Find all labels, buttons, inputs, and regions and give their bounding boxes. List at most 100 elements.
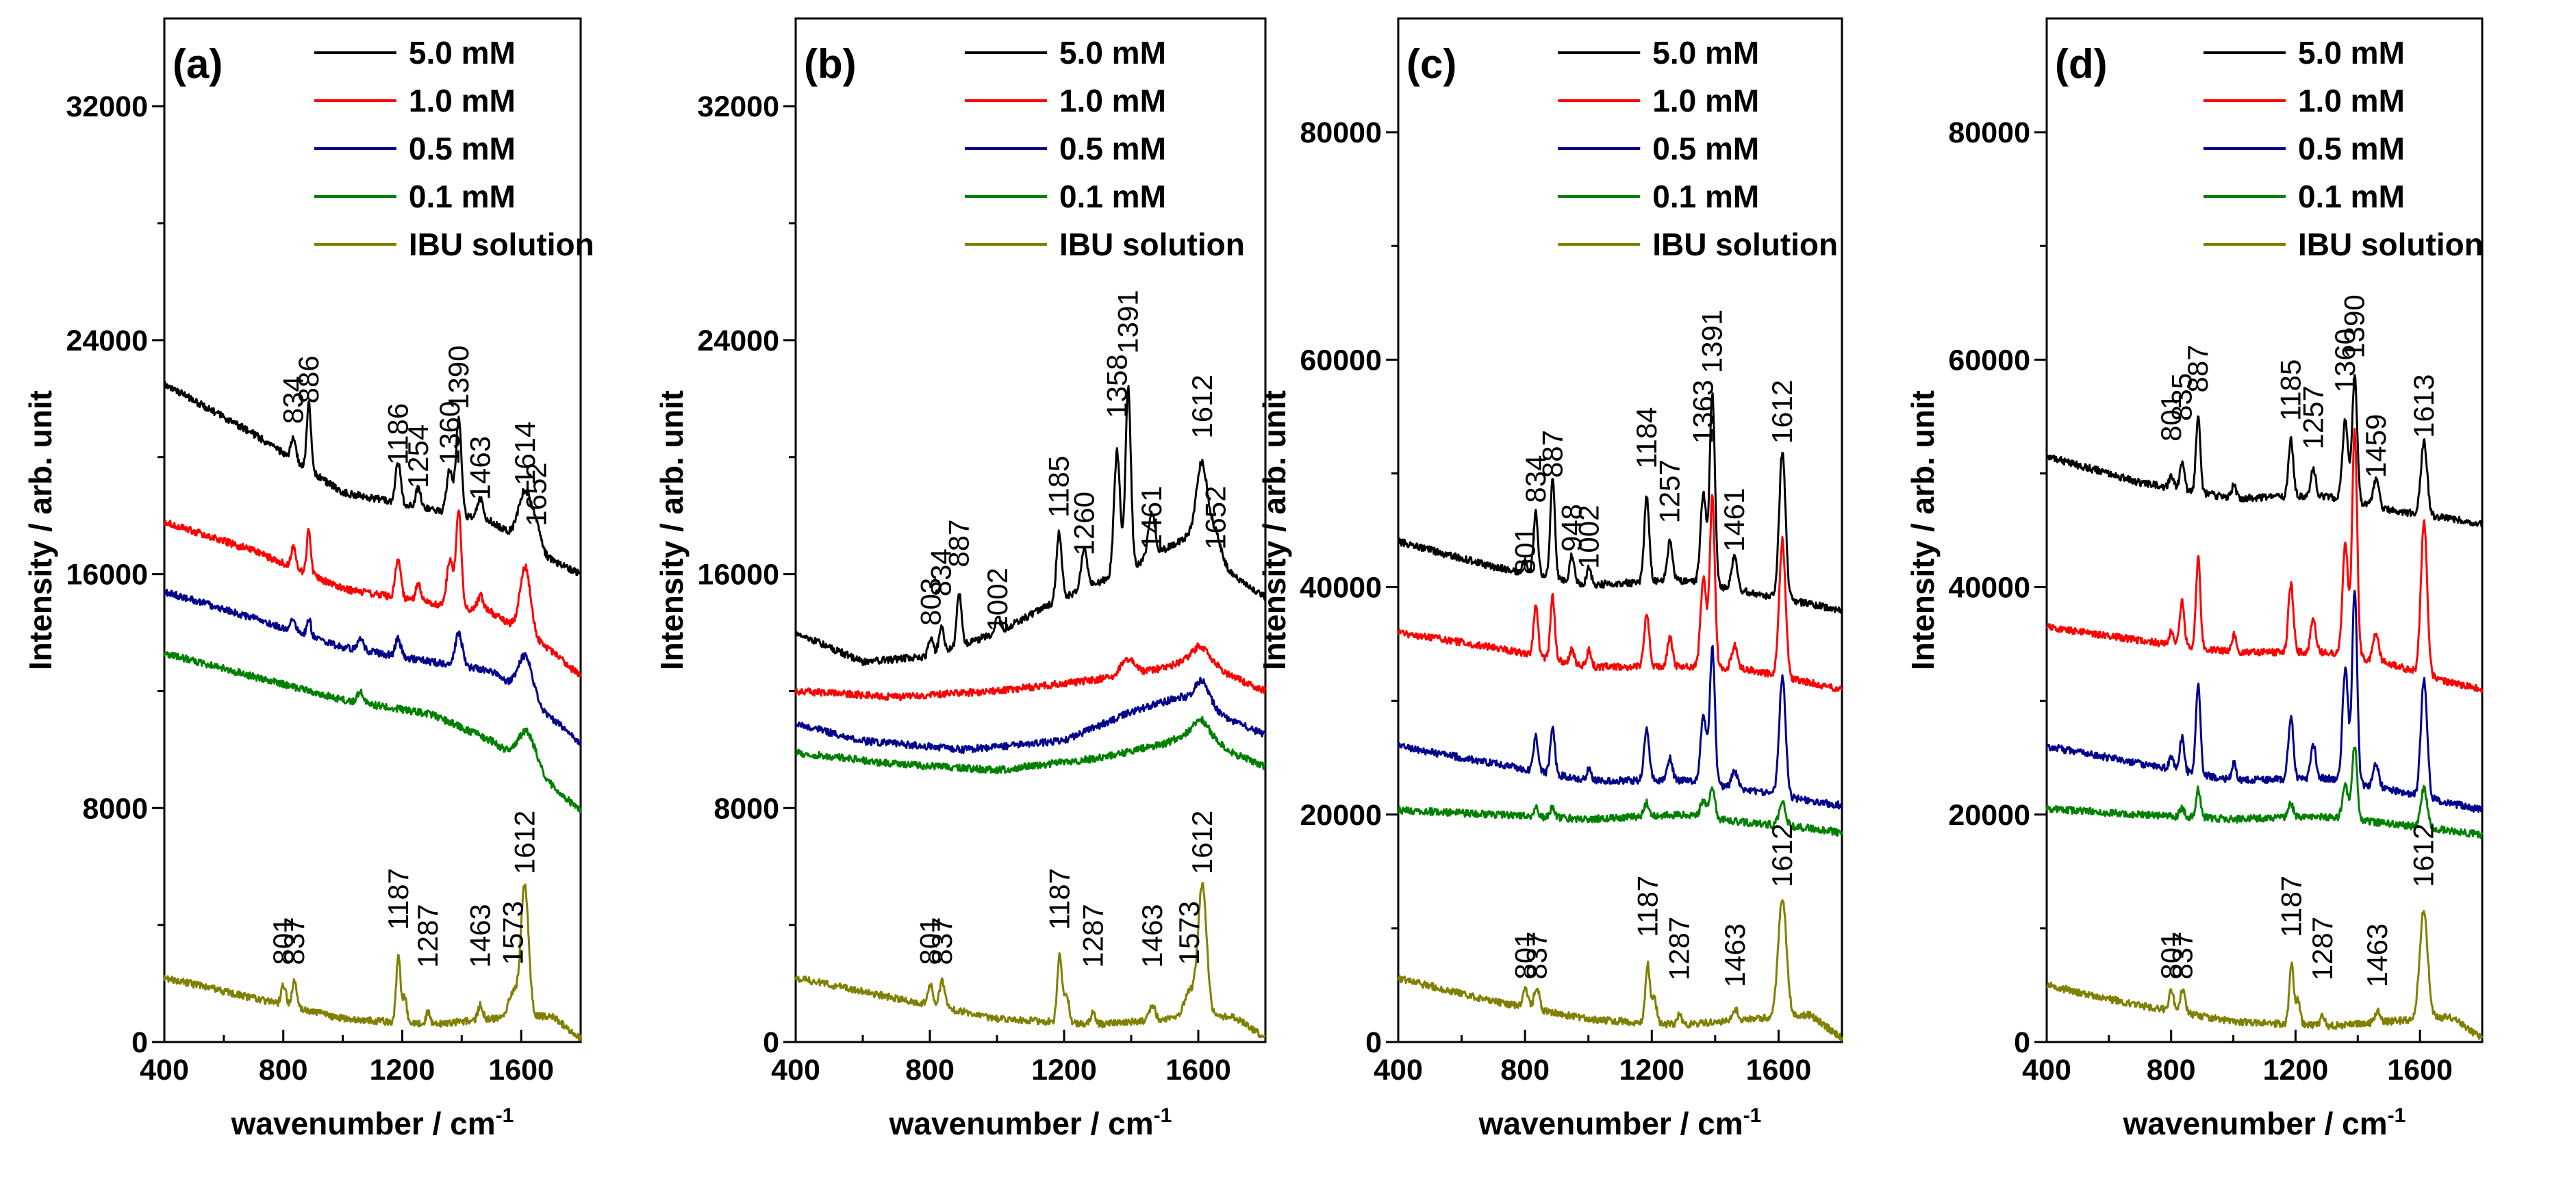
y-axis-title: Intensity / arb. unit [23, 390, 58, 670]
legend-label: 0.1 mM [1059, 179, 1166, 214]
peak-label: 1390 [2338, 294, 2371, 358]
legend-label: 1.0 mM [409, 83, 516, 118]
y-tick-label: 24000 [66, 325, 148, 357]
legend-label: 0.1 mM [1652, 179, 1759, 214]
y-tick-label: 80000 [1948, 116, 2030, 149]
panel-a: 400 800 1200 160008000160002400032000wavenu… [23, 17, 594, 1141]
x-tick-label: 800 [2147, 1054, 2196, 1087]
y-tick-label: 24000 [697, 325, 779, 357]
peak-label: 1260 [1068, 492, 1100, 555]
y-tick-label: 0 [131, 1026, 148, 1059]
series-line-5-0-mm [1397, 392, 1843, 614]
plot-frame [794, 17, 1267, 1043]
plot-frame [1397, 17, 1843, 1043]
peak-label: 801 [2155, 394, 2187, 442]
peak-label: 1360 [433, 401, 466, 465]
peak-label: 837 [926, 917, 958, 965]
y-axis-title: Intensity / arb. unit [1905, 390, 1941, 670]
peak-label: 1652 [520, 462, 553, 526]
peak-label: 801 [267, 917, 299, 965]
peak-label: 1287 [2306, 917, 2338, 980]
peak-label: 1612 [1186, 811, 1218, 874]
series-line-ibu-solution [2045, 909, 2484, 1040]
y-tick-label: 40000 [1300, 572, 1382, 605]
peak-label: 1573 [1173, 901, 1205, 965]
y-tick-label: 32000 [697, 90, 779, 123]
peak-label: 1360 [2329, 329, 2361, 392]
peak-label: 801 [1509, 932, 1541, 980]
series-line-5-0-mm [794, 385, 1267, 666]
peak-label: 1463 [464, 436, 496, 500]
peak-label: 1612 [1766, 824, 1798, 887]
series-line-0-1-mm [163, 651, 582, 814]
peak-label: 1391 [1696, 309, 1728, 373]
x-tick-label: 400 [771, 1054, 820, 1087]
y-tick-label: 80000 [1300, 116, 1382, 149]
peak-label: 1287 [1663, 917, 1695, 980]
peak-label: 887 [1536, 430, 1568, 478]
peak-label: 837 [2167, 932, 2199, 980]
peak-label: 1612 [1766, 380, 1798, 444]
y-tick-label: 8000 [714, 792, 779, 825]
series-line-0-5-mm [795, 676, 1267, 754]
peak-label: 835 [2166, 373, 2198, 421]
y-axis-title: Intensity / arb. unit [654, 390, 690, 670]
peak-label: 1461 [1135, 486, 1167, 550]
x-tick-label: 1200 [1031, 1054, 1097, 1087]
legend-label: 5.0 mM [2298, 35, 2405, 71]
peak-label: 1358 [1100, 354, 1133, 418]
y-tick-label: 16000 [66, 559, 148, 592]
peak-label: 1185 [1043, 456, 1075, 518]
peak-label: 801 [1509, 526, 1541, 574]
peak-label: 1612 [2408, 824, 2440, 887]
legend-label: 5.0 mM [409, 35, 516, 71]
panel-label: (b) [804, 41, 857, 87]
peak-label: 1002 [1573, 505, 1605, 569]
peak-label: 1461 [1718, 488, 1750, 552]
y-tick-label: 0 [1365, 1026, 1382, 1059]
legend-label: IBU solution [1652, 227, 1838, 262]
legend-label: 0.1 mM [2298, 179, 2405, 214]
peak-label: 1391 [1112, 290, 1144, 353]
panel-label: (c) [1406, 41, 1456, 87]
peak-label: 1463 [1719, 924, 1751, 987]
panel-c: 400 800 1200 1600 0 20000 40000 60000 80000 waven… [1257, 17, 1843, 1141]
x-tick-label: 1600 [2387, 1054, 2453, 1087]
x-tick-label: 800 [905, 1054, 955, 1087]
peak-label: 834 [1519, 455, 1552, 503]
y-tick-label: 20000 [1300, 799, 1382, 832]
x-tick-label: 400 [1374, 1054, 1423, 1087]
peak-label: 1187 [1044, 868, 1076, 930]
y-tick-label: 60000 [1948, 344, 2030, 377]
x-tick-label: 400 [140, 1054, 189, 1087]
x-tick-label: 1600 [1746, 1054, 1812, 1087]
peak-label: 1363 [1687, 380, 1719, 444]
series-line-0-1-mm [1398, 786, 1843, 837]
peak-label: 1186 [381, 403, 414, 465]
panel-label: (a) [173, 41, 223, 87]
peak-label: 834 [277, 376, 309, 424]
legend-label: 5.0 mM [1059, 35, 1166, 71]
legend-label: 1.0 mM [2298, 83, 2405, 118]
peak-label: 1459 [2360, 414, 2392, 478]
series-line-1-0-mm [1397, 494, 1843, 693]
peak-label: 1187 [2275, 876, 2308, 937]
x-axis-title: wavenumber / cm-1 [2123, 1104, 2406, 1141]
peak-label: 1287 [1077, 904, 1109, 967]
panel-label: (d) [2055, 41, 2108, 87]
peak-label: 1573 [496, 901, 529, 965]
x-tick-label: 1200 [2263, 1054, 2329, 1087]
legend-label: IBU solution [2298, 227, 2484, 262]
x-tick-label: 1600 [488, 1054, 554, 1087]
peak-label: 1614 [509, 422, 541, 485]
peak-label: 1254 [402, 424, 434, 488]
legend-label: 5.0 mM [1652, 35, 1759, 71]
panel-d: 400 800 1200 1600 0 20000 40000 60000 80000 waven… [1905, 17, 2484, 1141]
peak-label: 1187 [382, 868, 414, 930]
peak-label: 801 [913, 917, 946, 965]
series-line-0-5-mm [163, 588, 582, 746]
plot-frame [163, 17, 582, 1043]
peak-label: 1287 [412, 904, 444, 967]
series-line-ibu-solution [794, 882, 1267, 1039]
peak-label: 1612 [1186, 374, 1218, 438]
